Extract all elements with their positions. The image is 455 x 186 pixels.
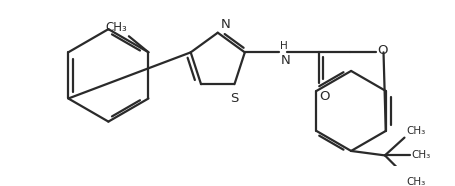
Text: H: H — [280, 41, 288, 52]
Text: N: N — [280, 54, 289, 67]
Text: CH₃: CH₃ — [105, 21, 127, 34]
Text: O: O — [376, 44, 387, 57]
Text: O: O — [319, 90, 329, 103]
Text: N: N — [220, 18, 230, 31]
Text: CH₃: CH₃ — [411, 150, 430, 160]
Text: S: S — [230, 92, 238, 105]
Text: CH₃: CH₃ — [405, 126, 425, 136]
Text: CH₃: CH₃ — [405, 177, 425, 186]
